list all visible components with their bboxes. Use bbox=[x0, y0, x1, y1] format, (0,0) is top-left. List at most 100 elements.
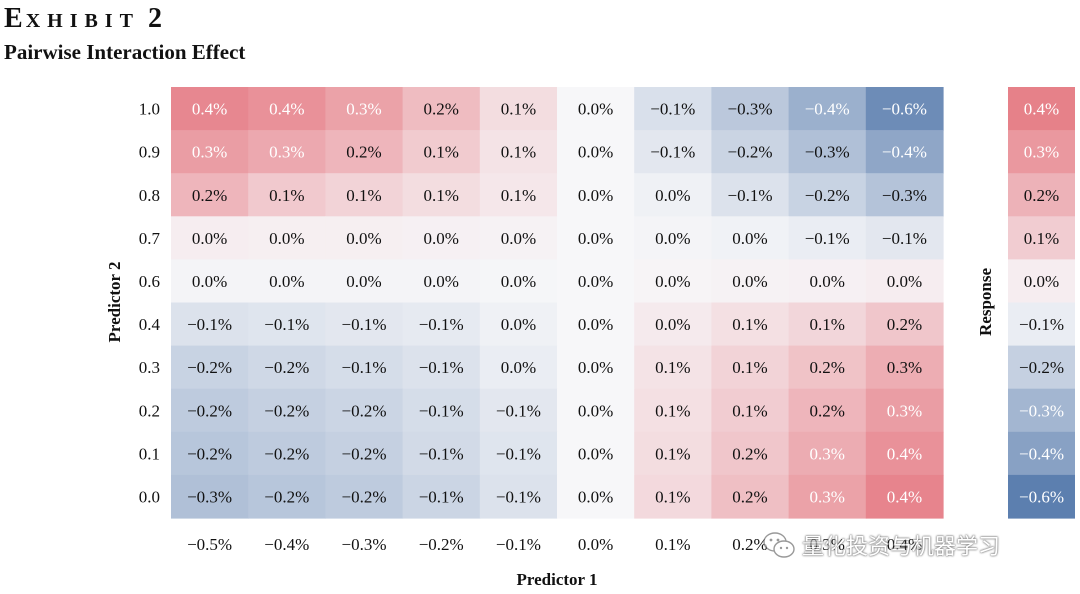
colorbar-value-label: −0.3% bbox=[1019, 401, 1064, 420]
exhibit-label: E XHIBIT 2 bbox=[4, 0, 162, 39]
cell-value-label: −0.1% bbox=[882, 229, 927, 248]
heatmap-cell bbox=[557, 216, 635, 260]
heatmap-cell bbox=[479, 173, 558, 217]
cell-value-label: 0.0% bbox=[578, 229, 613, 248]
cell-value-label: 0.0% bbox=[578, 444, 613, 463]
cell-value-label: −0.1% bbox=[496, 401, 541, 420]
heatmap-cell bbox=[171, 130, 249, 174]
heatmap-cell bbox=[248, 216, 326, 260]
cell-value-label: −0.1% bbox=[496, 444, 541, 463]
heatmap-cell bbox=[634, 345, 712, 390]
y-tick-label: 0.0 bbox=[139, 487, 160, 506]
x-tick-label: −0.5% bbox=[187, 535, 232, 554]
cell-value-label: −0.1% bbox=[342, 315, 387, 334]
heatmap-cell bbox=[711, 474, 790, 519]
cell-value-label: 0.0% bbox=[578, 401, 613, 420]
heatmap-cell bbox=[402, 173, 481, 217]
heatmap-cell bbox=[402, 130, 481, 174]
heatmap-cell bbox=[634, 173, 712, 217]
colorbar-swatch bbox=[1008, 173, 1075, 217]
colorbar-swatch bbox=[1008, 431, 1075, 476]
heatmap-cell bbox=[557, 87, 635, 131]
heatmap-cell bbox=[171, 216, 249, 260]
heatmap-cell bbox=[634, 431, 712, 476]
cell-value-label: 0.0% bbox=[192, 229, 227, 248]
heatmap-cell bbox=[865, 431, 944, 476]
cell-value-label: 0.0% bbox=[655, 272, 690, 291]
cell-value-label: −0.2% bbox=[342, 444, 387, 463]
cell-value-label: 0.3% bbox=[809, 487, 844, 506]
heatmap-cell bbox=[325, 431, 404, 476]
cell-value-label: 0.0% bbox=[655, 229, 690, 248]
heatmap-cell bbox=[634, 216, 712, 260]
cell-value-label: 0.1% bbox=[501, 143, 536, 162]
heatmap-cell bbox=[402, 431, 481, 476]
cell-value-label: 0.4% bbox=[887, 487, 922, 506]
heatmap-cell bbox=[865, 474, 944, 519]
heatmap-cell bbox=[248, 259, 326, 304]
cell-value-label: −0.1% bbox=[419, 401, 464, 420]
cell-value-label: 0.1% bbox=[655, 487, 690, 506]
cell-value-label: −0.3% bbox=[187, 487, 232, 506]
x-tick-label: −0.2% bbox=[419, 535, 464, 554]
heatmap-cell bbox=[402, 259, 481, 304]
cell-value-label: 0.1% bbox=[732, 315, 767, 334]
heatmap-cell bbox=[171, 259, 249, 304]
heatmap-cell bbox=[711, 259, 790, 304]
heatmap-cell bbox=[788, 474, 867, 519]
heatmap-cell bbox=[557, 173, 635, 217]
heatmap-cell bbox=[171, 431, 249, 476]
heatmap-cell bbox=[557, 130, 635, 174]
cell-value-label: 0.1% bbox=[809, 315, 844, 334]
cell-value-label: 0.0% bbox=[423, 229, 458, 248]
heatmap-cell bbox=[865, 216, 944, 260]
heatmap-cell bbox=[248, 474, 326, 519]
heatmap-cell bbox=[557, 388, 635, 433]
colorbar-value-label: −0.6% bbox=[1019, 487, 1064, 506]
y-tick-label: 0.9 bbox=[139, 143, 160, 162]
cell-value-label: 0.0% bbox=[887, 272, 922, 291]
cell-value-label: −0.1% bbox=[419, 315, 464, 334]
heatmap-cell bbox=[171, 302, 249, 347]
heatmap-cell bbox=[634, 388, 712, 433]
heatmap-cell bbox=[325, 130, 404, 174]
y-tick-label: 1.0 bbox=[139, 100, 160, 119]
cell-value-label: 0.1% bbox=[501, 100, 536, 119]
heatmap-cell bbox=[171, 173, 249, 217]
heatmap-cell bbox=[711, 431, 790, 476]
watermark-text: 量化投资与机器学习 bbox=[802, 535, 1001, 560]
heatmap-cell bbox=[634, 474, 712, 519]
cell-value-label: 0.4% bbox=[192, 100, 227, 119]
watermark: 量化投资与机器学习 bbox=[762, 527, 1062, 563]
cell-value-label: 0.2% bbox=[423, 100, 458, 119]
cell-value-label: 0.4% bbox=[887, 444, 922, 463]
colorbar-value-label: −0.2% bbox=[1019, 358, 1064, 377]
cell-value-label: −0.2% bbox=[264, 444, 309, 463]
heatmap-cell bbox=[865, 87, 944, 131]
heatmap-cell bbox=[171, 388, 249, 433]
x-tick-label: 0.0% bbox=[578, 535, 613, 554]
cell-value-label: 0.1% bbox=[655, 401, 690, 420]
cell-value-label: 0.0% bbox=[655, 315, 690, 334]
colorbar-value-label: 0.1% bbox=[1024, 229, 1059, 248]
cell-value-label: 0.0% bbox=[732, 272, 767, 291]
heatmap-cell bbox=[788, 173, 867, 217]
cell-value-label: −0.2% bbox=[264, 401, 309, 420]
colorbar-label: Response bbox=[976, 268, 995, 336]
heatmap-cell bbox=[402, 87, 481, 131]
cell-value-label: −0.2% bbox=[264, 358, 309, 377]
cell-value-label: −0.1% bbox=[419, 487, 464, 506]
cell-value-label: 0.2% bbox=[732, 444, 767, 463]
heatmap-cell bbox=[325, 388, 404, 433]
exhibit-title: Pairwise Interaction Effect bbox=[4, 40, 246, 64]
y-axis-ticks: 1.0 0.9 0.8 0.7 0.6 0.4 0.3 0.2 0.1 0.0 bbox=[139, 100, 161, 507]
cell-value-label: 0.1% bbox=[269, 186, 304, 205]
heatmap-cell bbox=[479, 345, 558, 390]
cell-value-label: −0.1% bbox=[650, 100, 695, 119]
heatmap-cell bbox=[711, 345, 790, 390]
heatmap-cell bbox=[171, 345, 249, 390]
cell-value-label: 0.0% bbox=[346, 229, 381, 248]
cell-value-label: 0.1% bbox=[732, 401, 767, 420]
cell-value-label: −0.2% bbox=[187, 444, 232, 463]
heatmap-cell bbox=[788, 216, 867, 260]
